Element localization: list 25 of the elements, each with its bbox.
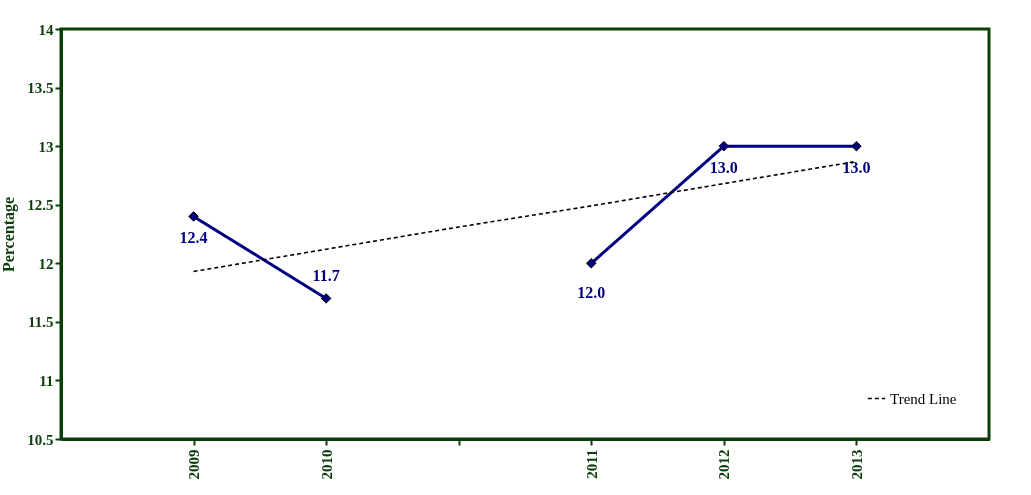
data-label: 13.0 — [709, 159, 738, 177]
y-tick-label: 11 — [39, 372, 54, 389]
y-tick-label: 13.5 — [27, 80, 54, 97]
y-tick-label: 14 — [38, 21, 54, 38]
x-tick-label: 2009 — [186, 449, 203, 480]
point — [188, 211, 199, 222]
point — [320, 293, 332, 304]
y-tick-label: 11.5 — [28, 314, 54, 331]
data-label: 11.7 — [312, 267, 340, 285]
data-label: 12.4 — [179, 229, 208, 247]
x-tick-label: 2013 — [848, 449, 865, 480]
point — [586, 258, 597, 269]
y-tick-label: 12.5 — [27, 197, 54, 214]
y-tick-label: 13 — [38, 138, 54, 155]
x-tick-label: 2010 — [318, 449, 335, 480]
data-label: 12.0 — [577, 284, 606, 302]
point — [851, 140, 862, 152]
y-tick-label: 12 — [38, 255, 54, 272]
y-axis-title: Percentage — [0, 196, 19, 273]
point — [718, 140, 730, 152]
y-tick-label: 10.5 — [27, 431, 54, 448]
legend-label: Trend Line — [890, 390, 957, 407]
data-label: 13.0 — [842, 159, 871, 177]
x-tick-label: 2011 — [583, 449, 600, 479]
x-tick-label: 2012 — [716, 449, 733, 480]
